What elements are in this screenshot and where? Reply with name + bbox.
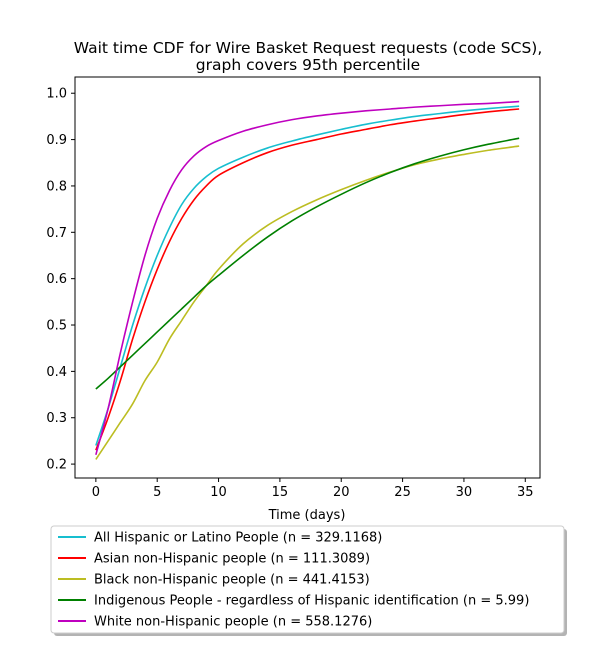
x-axis-label: Time (days) [268,508,346,523]
x-tick-label: 30 [456,485,473,500]
chart-title: Wait time CDF for Wire Basket Request re… [74,39,543,74]
y-axis: 0.2 0.3 0.4 0.5 0.6 0.7 0.8 0.9 1.0 [46,87,75,473]
y-tick-label: 0.6 [46,272,67,287]
legend-label-3: Black non-Hispanic people (n = 441.4153) [94,573,370,588]
series-line-1 [95,105,520,446]
series-line-5 [95,100,520,456]
x-axis: 0 5 10 15 20 25 30 35 [92,478,534,500]
chart-title-line-1: Wait time CDF for Wire Basket Request re… [74,39,543,57]
x-tick-label: 35 [517,485,534,500]
series-lines [95,100,520,460]
x-tick-label: 20 [333,485,350,500]
y-tick-label: 0.9 [46,133,67,148]
x-tick-label: 0 [92,485,100,500]
plot-area-frame [74,76,541,479]
y-tick-label: 0.2 [46,458,67,473]
legend-label-1: All Hispanic or Latino People (n = 329.1… [94,531,382,546]
legend-label-5: White non-Hispanic people (n = 558.1276) [94,615,372,630]
y-tick-label: 0.8 [46,179,67,194]
series-line-2 [95,108,520,451]
legend-label-4: Indigenous People - regardless of Hispan… [94,594,529,609]
legend-items: All Hispanic or Latino People (n = 329.1… [58,531,529,630]
y-tick-label: 0.5 [46,319,67,334]
legend-label-2: Asian non-Hispanic people (n = 111.3089) [94,552,370,567]
x-tick-label: 15 [272,485,289,500]
series-line-4 [95,137,520,390]
x-tick-label: 5 [153,485,161,500]
y-tick-label: 1.0 [46,87,67,102]
legend: All Hispanic or Latino People (n = 329.1… [50,525,567,636]
y-tick-label: 0.4 [46,365,67,380]
y-tick-label: 0.3 [46,411,67,426]
chart-title-line-2: graph covers 95th percentile [196,56,420,74]
series-line-3 [95,145,520,460]
legend-box [50,525,565,634]
x-tick-label: 10 [210,485,227,500]
x-tick-label: 25 [394,485,411,500]
y-tick-label: 0.7 [46,226,67,241]
